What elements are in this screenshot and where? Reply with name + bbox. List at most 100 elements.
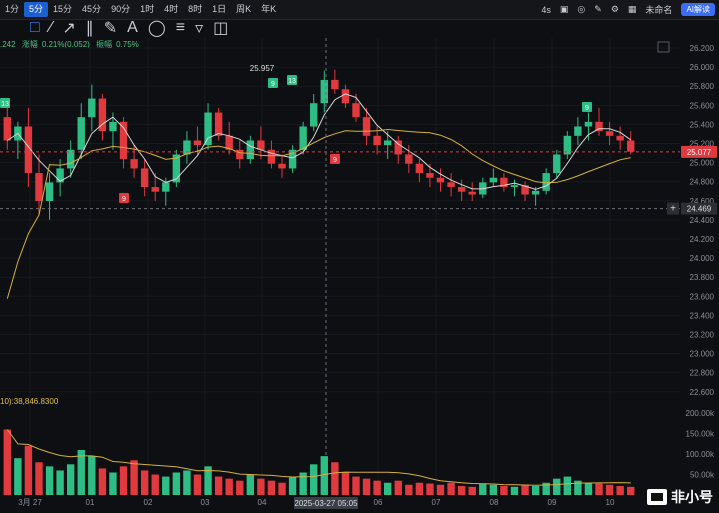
price-tick-label: 23.600 xyxy=(690,292,715,301)
volume-tick-label: 200.00k xyxy=(686,409,715,418)
interval-10[interactable]: 年K xyxy=(261,4,277,14)
interval-5[interactable]: 1时 xyxy=(140,4,155,14)
candle-body xyxy=(109,121,117,132)
interval-3[interactable]: 45分 xyxy=(82,4,102,14)
date-tick-label: 02 xyxy=(144,498,153,507)
volume-bar xyxy=(405,484,413,495)
candle-body xyxy=(627,140,635,152)
candle-body xyxy=(605,131,614,136)
price-tick-label: 25.600 xyxy=(690,101,715,110)
ray-tool-icon[interactable]: ↗ xyxy=(62,20,76,37)
crosshair-plus-box[interactable] xyxy=(667,202,679,215)
candle-body xyxy=(595,121,603,132)
amp-label: 振幅 xyxy=(96,40,113,49)
top-toolbar: 1分 5分 15分 45分 90分 1时 4时 8时 1日 周K 年K 4s ▣ ◎ ✎ ⚙ ▦ 未… xyxy=(0,0,719,20)
candle-body xyxy=(563,135,572,155)
price-tick-label: 22.600 xyxy=(690,388,715,397)
date-tick-label: 10 xyxy=(606,498,615,507)
volume-bar xyxy=(468,486,476,495)
volume-bar xyxy=(341,472,350,495)
filter-icon[interactable]: ▿ xyxy=(195,20,204,37)
watermark-text: 非小号 xyxy=(671,489,713,505)
fib-tool-icon[interactable]: ≡ xyxy=(175,19,186,36)
candle-body xyxy=(77,117,85,150)
interval-8[interactable]: 1日 xyxy=(212,4,227,14)
price-tick-label: 25.200 xyxy=(690,140,715,149)
eye-icon[interactable]: ◎ xyxy=(577,4,586,14)
crosshair-date-badge xyxy=(294,497,358,509)
brush-icon[interactable]: ✎ xyxy=(103,20,118,37)
date-tick-label: 03 xyxy=(201,498,210,507)
interval-1[interactable]: 5分 xyxy=(24,2,49,17)
candle-body xyxy=(426,173,434,178)
signal-marker xyxy=(582,102,592,112)
logo-icon xyxy=(647,489,667,505)
shape-tool-icon[interactable]: ◯ xyxy=(147,20,166,37)
price-tick-label: 24.200 xyxy=(690,235,715,244)
candle-body xyxy=(331,79,339,90)
price-tick-label: 23.200 xyxy=(690,331,715,340)
volume-ma-line xyxy=(6,429,631,486)
candle-body xyxy=(193,140,202,146)
volume-bar xyxy=(45,466,54,495)
grid-icon[interactable]: ▦ xyxy=(627,4,637,14)
camera-icon[interactable]: ▣ xyxy=(559,4,569,14)
volume-bar xyxy=(24,445,33,495)
candle-body xyxy=(225,135,233,150)
volume-bar xyxy=(183,470,191,495)
toolbar-right: 4s ▣ ◎ ✎ ⚙ ▦ 未命名 AI解读 xyxy=(541,0,715,19)
pen-icon[interactable]: ✎ xyxy=(594,4,602,14)
date-tick-label: 04 xyxy=(258,498,267,507)
volume-bar xyxy=(373,480,381,495)
candle-body xyxy=(299,126,307,150)
price-tick-label: 23.000 xyxy=(690,350,715,359)
watchlist-select[interactable]: 未命名 xyxy=(645,5,673,15)
ai-analysis-button[interactable]: AI解读 xyxy=(681,3,715,16)
fullscreen-icon[interactable] xyxy=(657,41,670,53)
volume-ma-label: 10):38,846.8300 xyxy=(0,397,59,406)
candle-body xyxy=(542,173,550,191)
interval-7[interactable]: 8时 xyxy=(188,4,203,14)
volume-bar xyxy=(310,464,318,495)
candle-body xyxy=(457,187,466,192)
candle-body xyxy=(130,159,138,169)
candle-body xyxy=(288,149,297,169)
candle-body xyxy=(140,168,149,188)
candle-body xyxy=(151,187,159,192)
interval-9[interactable]: 周K xyxy=(236,4,252,14)
volume-bar xyxy=(3,429,11,495)
candle-body xyxy=(267,149,276,164)
cursor-icon[interactable]: □ xyxy=(30,19,40,36)
volume-bar xyxy=(531,486,540,495)
gear-icon[interactable]: ⚙ xyxy=(610,4,619,14)
volume-bar xyxy=(616,486,624,495)
interval-6[interactable]: 4时 xyxy=(164,4,179,14)
candle-body xyxy=(88,98,96,118)
change-value: 0.21%(0.052) xyxy=(41,40,90,49)
date-tick-label: 08 xyxy=(490,498,499,507)
volume-bar xyxy=(204,466,212,495)
parallel-tool-icon[interactable]: ∥ xyxy=(85,20,94,37)
trash-icon[interactable]: ◫ xyxy=(213,20,229,37)
interval-4[interactable]: 90分 xyxy=(111,4,131,14)
candle-body xyxy=(383,140,392,146)
text-tool-icon[interactable]: A xyxy=(127,19,138,36)
volume-bar xyxy=(605,484,614,495)
price-tick-label: 24.400 xyxy=(690,216,715,225)
volume-bar xyxy=(130,460,138,495)
plus-icon[interactable]: + xyxy=(670,204,676,215)
candle-body xyxy=(56,168,64,183)
interval-2[interactable]: 15分 xyxy=(53,4,73,14)
candle-body xyxy=(320,79,328,104)
signal-marker xyxy=(119,193,129,203)
volume-tick-label: 50.00k xyxy=(690,471,715,480)
line-tool-icon[interactable]: ∕ xyxy=(49,19,53,36)
ma-long-line xyxy=(6,128,631,299)
volume-bar xyxy=(257,478,265,495)
interval-0[interactable]: 1分 xyxy=(5,4,20,14)
candle-body xyxy=(394,140,402,155)
volume-bar xyxy=(193,474,202,495)
price-tick-label: 23.400 xyxy=(690,311,715,320)
volume-bar xyxy=(172,472,181,495)
